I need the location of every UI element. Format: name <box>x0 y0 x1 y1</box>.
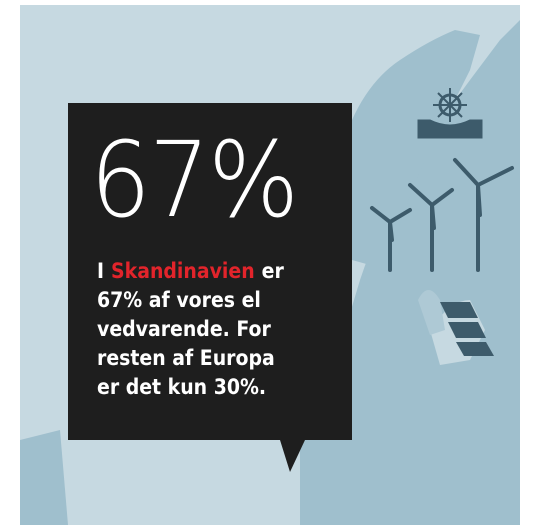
wind-turbines <box>370 158 514 272</box>
solar-panels <box>440 302 494 356</box>
text: vedvarende. For <box>97 317 271 341</box>
highlight: Skandinavien <box>111 259 255 283</box>
denmark <box>418 290 445 335</box>
land <box>300 20 520 525</box>
text: er <box>261 259 284 283</box>
norway <box>352 30 480 265</box>
text: resten af Europa <box>97 346 275 370</box>
text: I <box>97 259 105 283</box>
body-text: I Skandinavien er 67% af vores el vedvarende… <box>97 257 291 402</box>
text: 67% af vores el <box>97 288 261 312</box>
speech-bubble <box>68 103 352 472</box>
text-line: er det kun 30%. <box>97 373 291 402</box>
headline: 67% <box>90 119 299 241</box>
text: er det kun 30%. <box>97 375 267 399</box>
uk <box>20 430 68 525</box>
text-line: I Skandinavien er <box>97 257 291 286</box>
hydro-icon <box>417 88 483 139</box>
text-line: resten af Europa <box>97 344 291 373</box>
text-line: 67% af vores el <box>97 286 291 315</box>
text-line: vedvarende. For <box>97 315 291 344</box>
